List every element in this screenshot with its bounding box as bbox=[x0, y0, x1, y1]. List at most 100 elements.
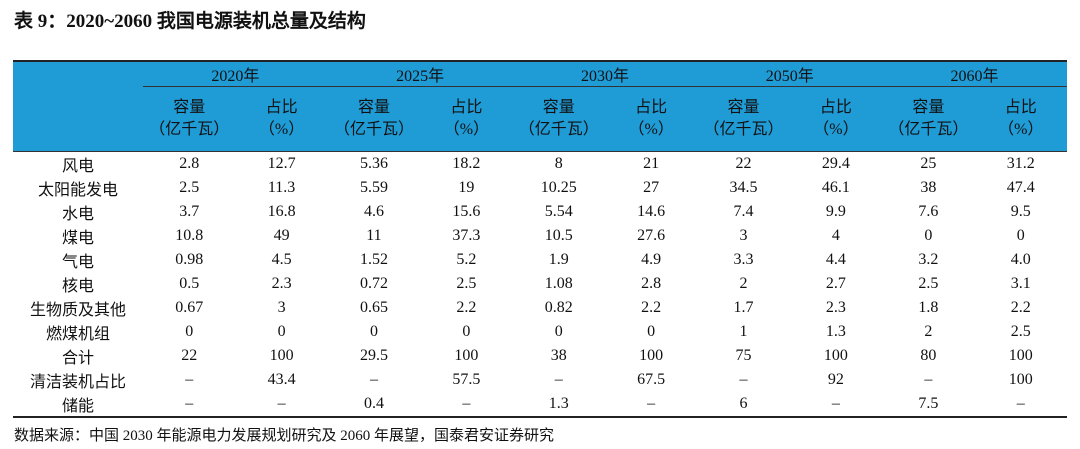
table-cell: 10.5 bbox=[544, 227, 573, 244]
table-cell: 2.5 bbox=[1010, 323, 1031, 340]
subheader-line: 占比 bbox=[635, 99, 668, 116]
table-row: 气电 0.98 4.5 1.52 5.2 1.9 4.9 3.3 4.4 3.2 4.0 bbox=[13, 248, 1067, 272]
subheader-row: 容量 （亿千瓦） 占比 （%） 容量 （亿千瓦） 占比 （%） 容量 （亿千瓦） 占比 （%） 容量 （亿… bbox=[13, 86, 1067, 152]
table-cell: 0 bbox=[277, 323, 286, 340]
year-header: 2030年 bbox=[512, 60, 698, 87]
table-cell: 2.8 bbox=[179, 155, 200, 172]
subheader-line: （%） bbox=[813, 121, 859, 138]
table-cell: 1.7 bbox=[733, 299, 754, 316]
subheader: 容量 （亿千瓦） bbox=[143, 86, 236, 152]
table-cell: – bbox=[420, 392, 513, 418]
table-cell: 2.5 bbox=[179, 179, 200, 196]
table-cell: 3.3 bbox=[733, 251, 754, 268]
subheader: 容量 （亿千瓦） bbox=[327, 86, 421, 152]
table-cell: 75 bbox=[735, 347, 752, 364]
table-cell: 3 bbox=[277, 299, 286, 316]
table-row: 生物质及其他 0.67 3 0.65 2.2 0.82 2.2 1.7 2.3 1.8 2.2 bbox=[13, 296, 1067, 320]
table-cell: 4 bbox=[831, 227, 840, 244]
table-cell: 2 bbox=[739, 275, 748, 292]
table-cell: 38 bbox=[920, 179, 937, 196]
table-cell: – bbox=[789, 392, 883, 418]
table-cell: 2.3 bbox=[825, 299, 846, 316]
table-cell: 37.3 bbox=[452, 227, 481, 244]
subheader-line: （亿千瓦） bbox=[333, 121, 414, 138]
table-row: 煤电 10.8 49 11 37.3 10.5 27.6 3 4 0 0 bbox=[13, 224, 1067, 248]
table-cell: 2.5 bbox=[918, 275, 939, 292]
table-cell: 19 bbox=[458, 179, 475, 196]
table-cell: 3 bbox=[739, 227, 748, 244]
table-cell: – bbox=[185, 371, 194, 388]
table-row: 燃煤机组 0 0 0 0 0 0 1 1.3 2 2.5 bbox=[13, 320, 1067, 344]
subheader-line: 占比 bbox=[450, 99, 483, 116]
table-cell: 9.9 bbox=[825, 203, 846, 220]
row-label: 生物质及其他 bbox=[29, 302, 126, 319]
table-cell: – bbox=[739, 371, 748, 388]
table-cell: 4.0 bbox=[1010, 251, 1031, 268]
row-label: 太阳能发电 bbox=[37, 182, 118, 199]
table-cell: 2.5 bbox=[456, 275, 477, 292]
table-cell: 0 bbox=[647, 323, 656, 340]
table-cell: 46.1 bbox=[821, 179, 850, 196]
year-header: 2025年 bbox=[327, 60, 513, 87]
subheader-line: （亿千瓦） bbox=[888, 121, 969, 138]
subheader: 占比 （%） bbox=[235, 86, 328, 152]
table-cell: 2.3 bbox=[271, 275, 292, 292]
subheader-line: 容量 bbox=[542, 99, 575, 116]
table-cell: 47.4 bbox=[1006, 179, 1035, 196]
subheader-line: （亿千瓦） bbox=[703, 121, 784, 138]
table-cell: 9.5 bbox=[1010, 203, 1031, 220]
table-cell: 2.2 bbox=[641, 299, 662, 316]
table-cell: 0.5 bbox=[179, 275, 200, 292]
table-cell: – bbox=[924, 371, 933, 388]
table-cell: 22 bbox=[181, 347, 198, 364]
table-cell: 38 bbox=[550, 347, 567, 364]
table-cell: 0.67 bbox=[175, 299, 204, 316]
table-row: 核电 0.5 2.3 0.72 2.5 1.08 2.8 2 2.7 2.5 3.1 bbox=[13, 272, 1067, 296]
source-note: 数据来源：中国 2030 年能源电力发展规划研究及 2060 年展望，国泰君安证… bbox=[14, 428, 555, 444]
subheader: 占比 （%） bbox=[789, 86, 883, 152]
table-cell: 7.6 bbox=[918, 203, 939, 220]
subheader: 容量 （亿千瓦） bbox=[697, 86, 790, 152]
table-cell: 5.54 bbox=[544, 203, 573, 220]
table-cell: – bbox=[143, 392, 236, 418]
table-cell: 2.2 bbox=[456, 299, 477, 316]
table-cell: 18.2 bbox=[452, 155, 481, 172]
table-cell: 0.65 bbox=[359, 299, 388, 316]
table-cell: 7.4 bbox=[733, 203, 754, 220]
table-cell: 5.59 bbox=[359, 179, 388, 196]
table-cell: 10.25 bbox=[540, 179, 577, 196]
year-header: 2050年 bbox=[697, 60, 883, 87]
subheader: 容量 （亿千瓦） bbox=[882, 86, 975, 152]
table-row: 风电 2.8 12.7 5.36 18.2 8 21 22 29.4 25 31.2 bbox=[13, 152, 1067, 177]
table-cell: 2.2 bbox=[1010, 299, 1031, 316]
table-cell: 15.6 bbox=[452, 203, 481, 220]
subheader-line: （%） bbox=[628, 121, 674, 138]
table-cell: 11.3 bbox=[267, 179, 296, 196]
table-cell: 1.3 bbox=[512, 392, 605, 418]
table-cell: 5.36 bbox=[359, 155, 388, 172]
subheader-line: 占比 bbox=[1004, 99, 1037, 116]
table-cell: 0.72 bbox=[359, 275, 388, 292]
table-cell: 92 bbox=[827, 371, 844, 388]
table-cell: 21 bbox=[643, 155, 660, 172]
subheader-line: （%） bbox=[258, 121, 305, 138]
row-label: 合计 bbox=[61, 350, 94, 367]
table-row: 储能 – –0.4–1.3–6–7.5– bbox=[13, 392, 1067, 418]
table-cell: 3.7 bbox=[179, 203, 200, 220]
row-label: 煤电 bbox=[61, 230, 94, 247]
table-title: 表 9：2020~2060 我国电源装机总量及结构 bbox=[14, 11, 366, 32]
table-header: 2020年 2025年 2030年 2050年 2060年 容量 （亿千瓦） 占比 （%） 容量… bbox=[13, 60, 1067, 152]
subheader-line: （%） bbox=[443, 121, 490, 138]
row-label: 燃煤机组 bbox=[45, 326, 110, 343]
subheader: 容量 （亿千瓦） bbox=[512, 86, 605, 152]
subheader-line: 占比 bbox=[819, 99, 852, 116]
table-cell: 0 bbox=[369, 323, 378, 340]
year-header: 2060年 bbox=[882, 60, 1067, 87]
table-cell: 57.5 bbox=[452, 371, 481, 388]
table-cell: 100 bbox=[1008, 371, 1033, 388]
table-cell: 6 bbox=[697, 392, 790, 418]
table-cell: – bbox=[235, 392, 328, 418]
table-cell: 1.8 bbox=[918, 299, 939, 316]
table-cell: 29.5 bbox=[359, 347, 388, 364]
table-cell: 4.6 bbox=[363, 203, 384, 220]
